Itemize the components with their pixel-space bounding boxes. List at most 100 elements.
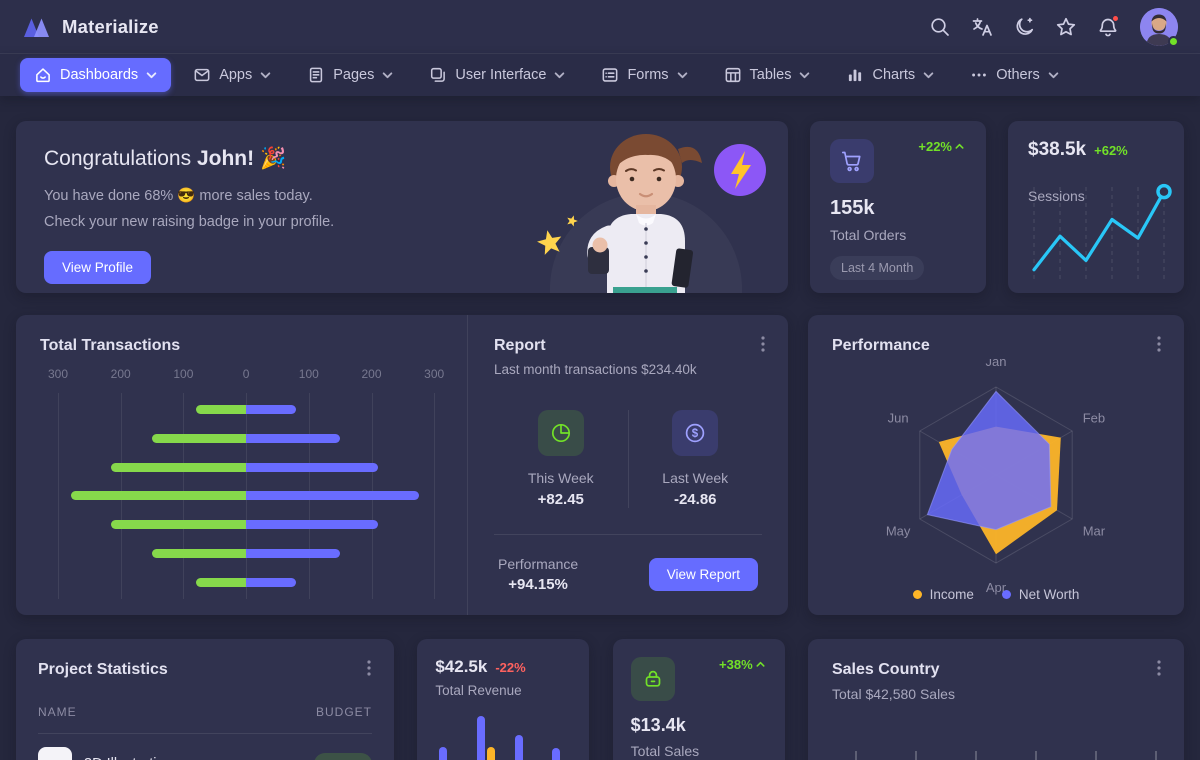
project-name: 3D Illustration (84, 756, 173, 760)
total-orders-card: +22% 155k Total Orders Last 4 Month (810, 121, 986, 293)
kebab-menu-icon (1157, 336, 1161, 352)
nav-label: Forms (627, 67, 669, 83)
bell-icon (1099, 18, 1117, 36)
nav-item-charts[interactable]: Charts (832, 58, 948, 92)
view-profile-button[interactable]: View Profile (44, 250, 152, 284)
transactions-bar-purple (246, 549, 341, 558)
legend-income[interactable]: Income (912, 587, 974, 602)
chevron-up-icon (955, 143, 964, 149)
this-week-label: This Week (527, 470, 594, 486)
revenue-bar (439, 747, 448, 760)
revenue-change: -22% (495, 660, 526, 675)
project-logo-icon (38, 747, 72, 760)
nav-item-others[interactable]: Others (956, 58, 1073, 92)
nav-item-tables[interactable]: Tables (710, 58, 825, 92)
star-icon (1056, 17, 1076, 35)
lock-icon-box (630, 657, 675, 701)
sessions-change: +62% (1094, 143, 1128, 158)
nav-item-pages[interactable]: Pages (293, 58, 407, 92)
brand-logo[interactable]: Materialize (22, 16, 159, 38)
svg-text:Jan: Jan (986, 359, 1007, 369)
cart-icon (841, 151, 861, 172)
document-icon (310, 67, 323, 83)
transactions-bar-purple (246, 520, 378, 530)
star-shape (537, 230, 562, 255)
last-week-label: Last Week (662, 470, 729, 486)
x-axis-tick: 200 (361, 367, 382, 381)
nav-label: Pages (333, 67, 375, 83)
orders-label: Total Orders (830, 227, 907, 243)
nav-label: Others (996, 67, 1040, 83)
axis-tick (914, 751, 917, 760)
chevron-down-icon (800, 72, 810, 79)
report-more-options-button[interactable] (750, 331, 776, 357)
sessions-line-chart (1032, 183, 1172, 281)
revenue-bar (477, 716, 486, 760)
axis-tick (1094, 751, 1097, 760)
x-axis-tick: 300 (424, 367, 445, 381)
country-chart-axis (808, 639, 1184, 760)
search-button[interactable] (922, 9, 958, 45)
nav-item-forms[interactable]: Forms (587, 58, 701, 92)
nav-item-apps[interactable]: Apps (179, 58, 285, 92)
brand-name: Materialize (62, 15, 159, 37)
svg-text:Apr: Apr (986, 580, 1007, 595)
project-budget-badge (314, 753, 372, 760)
project-row: 3D Illustration (38, 747, 372, 760)
nav-item-dashboards[interactable]: Dashboards (20, 58, 172, 92)
legend-net-worth[interactable]: Net Worth (1001, 587, 1080, 602)
email-icon (194, 68, 210, 82)
view-report-button[interactable]: View Report (648, 558, 758, 591)
lock-icon (645, 670, 661, 687)
online-status-dot (1168, 35, 1179, 47)
notifications-button[interactable] (1090, 9, 1126, 45)
horizontal-divider (494, 534, 762, 535)
nav-label: User Interface (455, 67, 547, 83)
axis-tick (1034, 751, 1037, 760)
svg-text:Feb: Feb (1083, 411, 1105, 426)
x-axis-tick: 300 (47, 367, 69, 381)
orders-change: +22% (918, 139, 966, 154)
projects-title: Project Statistics (38, 661, 168, 678)
transactions-report-card: Total Transactions 300 200 100 0 100 200 300 R… (16, 315, 788, 615)
nav-label: Tables (749, 67, 792, 83)
net-worth-legend-label: Net Worth (1018, 587, 1080, 602)
projects-more-options-button[interactable] (356, 655, 382, 681)
congratulations-card: Congratulations John! 🎉 You have done 68… (16, 121, 788, 293)
cart-icon-box (830, 139, 874, 183)
income-legend-label: Income (929, 587, 974, 602)
lightning-badge (714, 144, 766, 196)
nav-item-user-interface[interactable]: User Interface (415, 58, 579, 92)
chevron-down-icon (555, 72, 565, 79)
transactions-bar-purple (246, 462, 378, 472)
user-avatar[interactable] (1140, 7, 1179, 47)
vertical-divider (627, 410, 629, 508)
sales-change: +38% (719, 657, 767, 672)
performance-value: +94.15% (508, 576, 568, 593)
translate-icon (972, 17, 992, 36)
congrats-title: Congratulations John! 🎉 (44, 147, 287, 170)
orders-period-badge: Last 4 Month (830, 256, 925, 280)
projects-table-header: NAME BUDGET (38, 705, 372, 734)
form-icon (603, 68, 618, 82)
transactions-bar-purple (246, 433, 341, 443)
axis-tick (854, 751, 857, 760)
transactions-bar-green (70, 491, 247, 501)
performance-more-options-button[interactable] (1146, 331, 1172, 357)
x-axis-tick: 200 (110, 367, 131, 381)
performance-card: Performance Jan Feb Mar Apr May Jun Income Ne… (808, 315, 1184, 615)
dashboard-content: Congratulations John! 🎉 You have done 68… (0, 96, 1200, 760)
row-middle: Total Transactions 300 200 100 0 100 200 300 R… (16, 315, 1184, 615)
chevron-down-icon (260, 72, 271, 79)
dark-mode-button[interactable] (1006, 9, 1042, 45)
revenue-label: Total Revenue (435, 683, 522, 698)
translate-button[interactable] (964, 9, 1000, 45)
project-statistics-card: Project Statistics NAME BUDGET 3D Illust… (16, 639, 394, 760)
revenue-bar (515, 735, 524, 760)
shortcuts-button[interactable] (1048, 9, 1084, 45)
sessions-label: Sessions (1028, 188, 1085, 204)
table-icon (725, 67, 740, 83)
tada-emoji: 🎉 (259, 147, 287, 170)
layers-icon (431, 67, 446, 82)
country-more-options-button[interactable] (1146, 655, 1172, 681)
